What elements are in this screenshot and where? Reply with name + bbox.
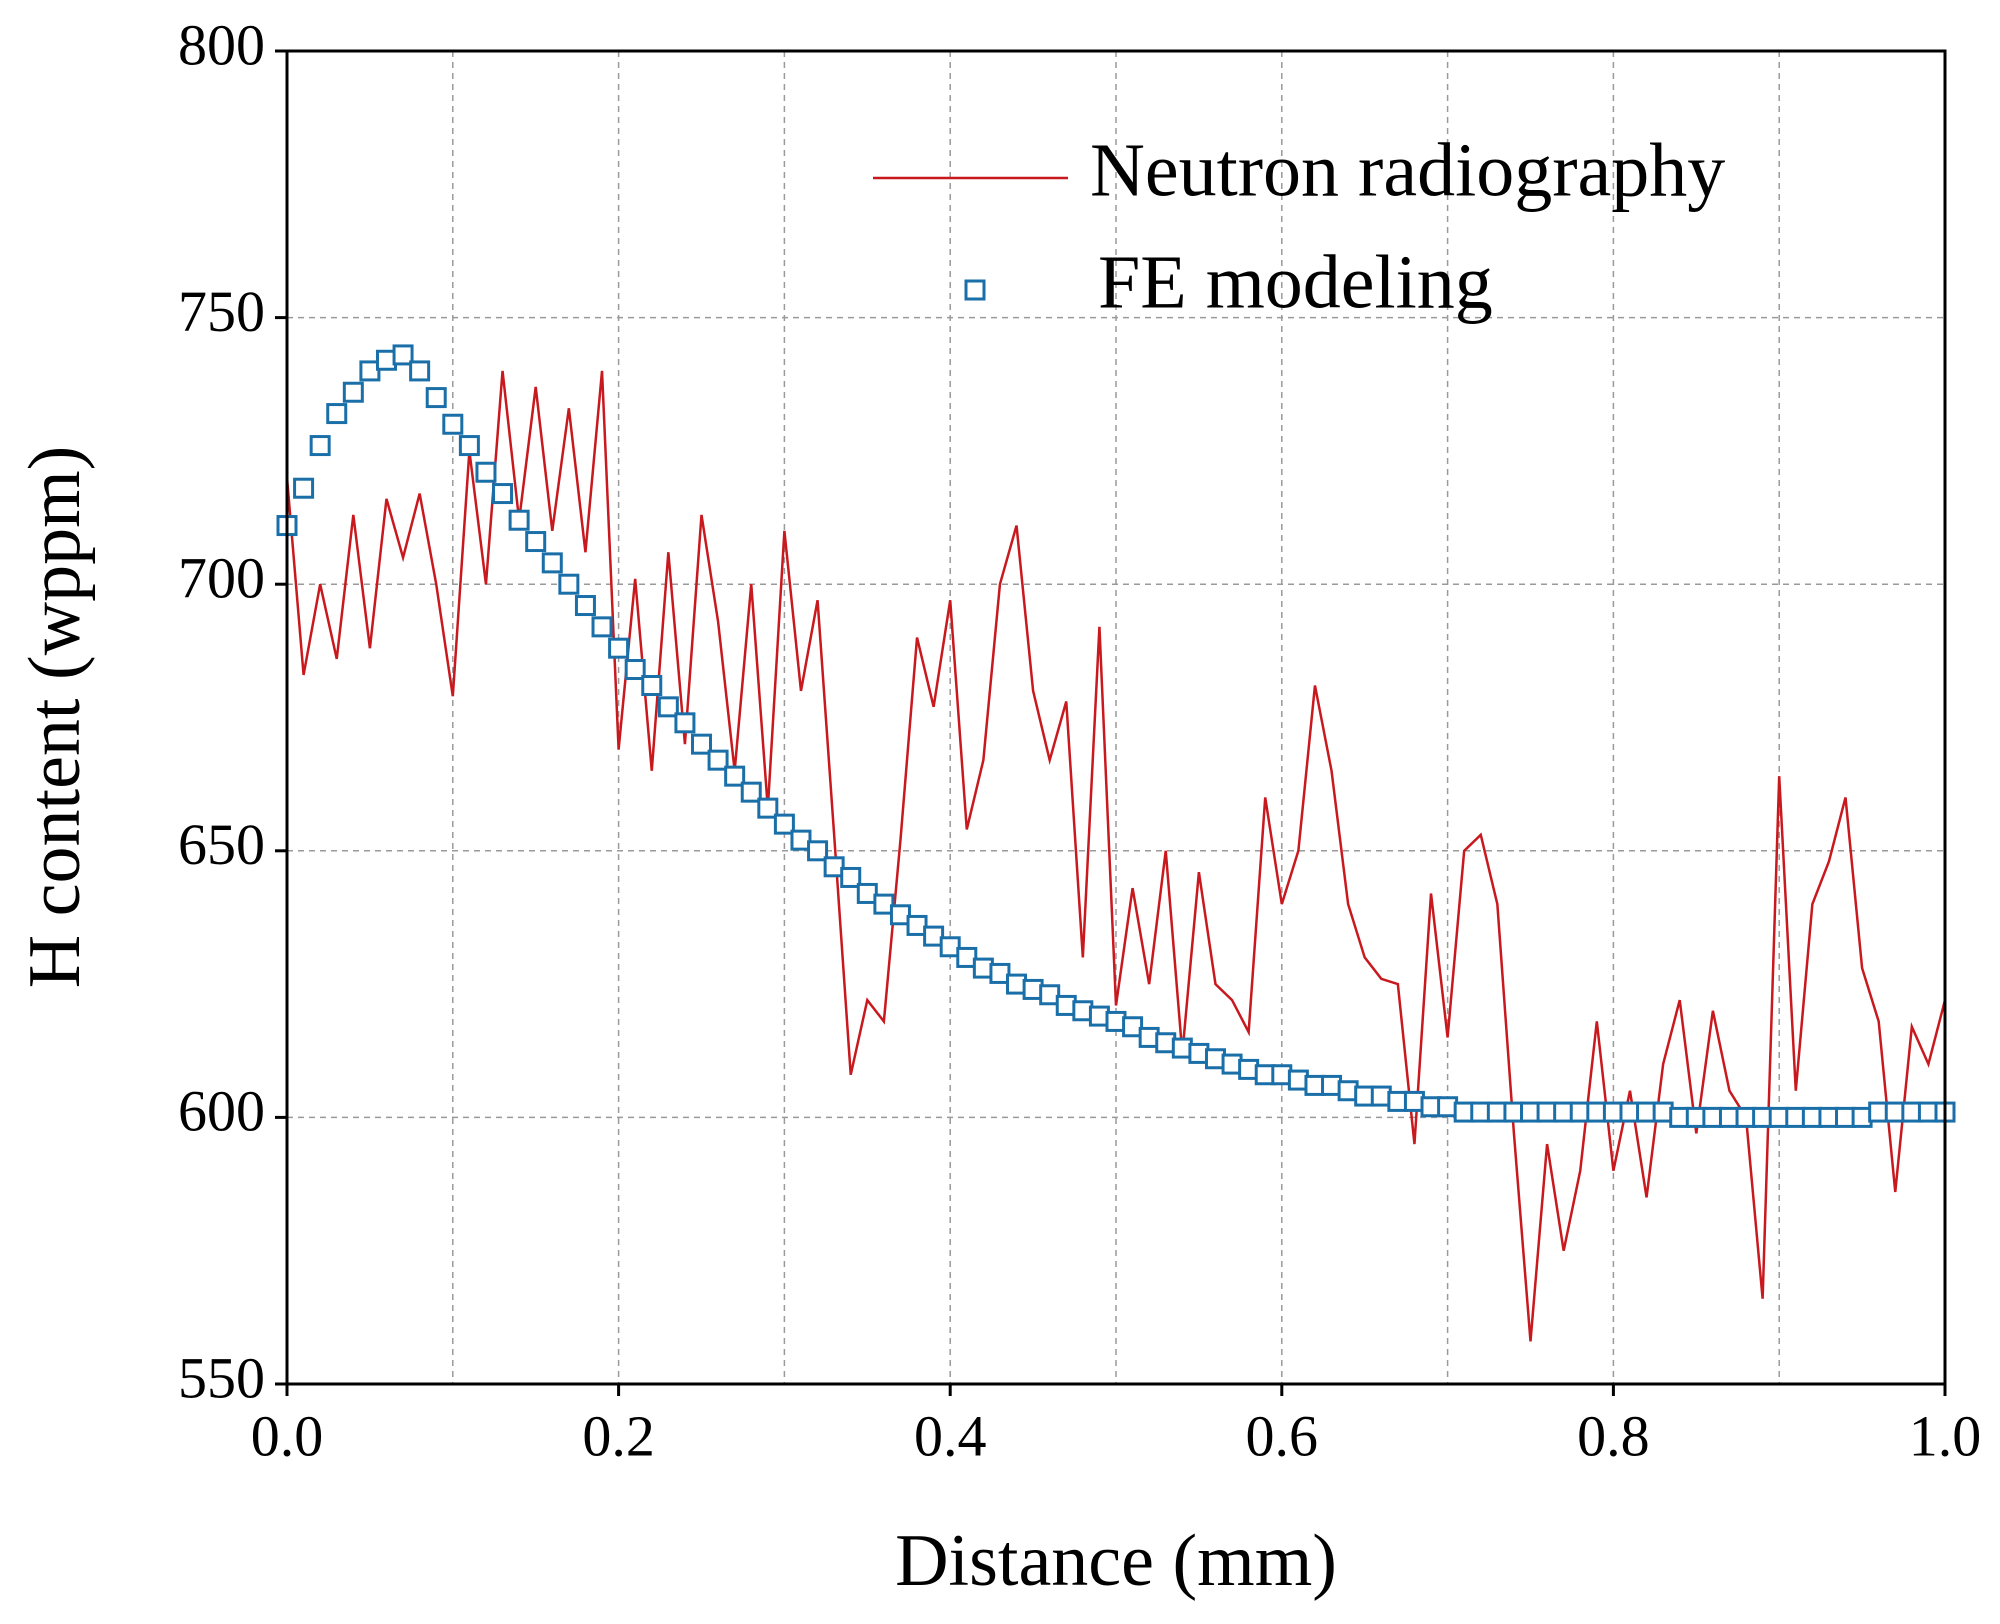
fe-marker [624,659,646,681]
fe-marker [574,595,596,617]
fe-marker [807,840,829,862]
fe-marker [525,531,547,553]
fe-marker [873,893,895,915]
fe-marker [691,733,712,755]
x-tick-label: 1.0 [1909,1403,1982,1468]
fe-marker [442,413,464,435]
fe-marker [889,904,911,926]
y-tick-label: 550 [178,1345,265,1410]
fe-marker [558,573,580,595]
x-tick-label: 0.6 [1246,1403,1319,1468]
x-tick-label: 0.8 [1577,1403,1650,1468]
fe-marker [392,344,414,366]
fe-marker [989,962,1011,984]
fe-marker [492,483,514,505]
fe-marker [608,637,630,659]
fe-marker [906,914,928,936]
fe-marker [508,509,530,531]
y-axis-title: H content (wppm) [14,446,96,989]
legend-label: Neutron radiography [1090,128,1725,212]
plot-frame [285,49,1947,1386]
y-tick-label: 600 [178,1079,265,1144]
fe-marker [475,461,497,483]
fe-marker [359,360,381,382]
fe-marker [674,712,696,734]
y-tick-label: 700 [178,546,265,611]
y-tick-label: 650 [178,812,265,877]
fe-marker [425,387,447,409]
fe-marker [757,797,779,819]
fe-marker [840,866,862,888]
fe-marker [293,477,315,499]
fe-marker [409,360,431,382]
x-tick-label: 0.2 [582,1403,655,1468]
fe-marker [657,696,679,718]
fe-marker [309,435,331,457]
y-tick-label: 800 [178,12,265,77]
fe-marker [823,856,845,878]
y-tick-label: 750 [178,279,265,344]
fe-marker [458,435,480,457]
fe-marker [707,749,729,771]
fe-marker [724,765,746,787]
legend-marker [964,279,986,301]
legend-label: FE modeling [1098,240,1493,324]
fe-marker [1122,1016,1144,1038]
data-line [285,370,1947,1342]
fe-marker [956,946,978,968]
x-axis-title: Distance (mm) [895,1520,1337,1602]
fe-marker [790,829,812,851]
fe-marker [923,925,945,947]
fe-marker [939,936,961,958]
x-tick-label: 0.0 [251,1403,324,1468]
fe-marker [541,552,563,574]
fe-marker [1039,984,1061,1006]
fe-marker [591,616,613,638]
fe-marker [773,813,795,835]
fe-marker [856,882,878,904]
fe-marker [326,403,348,425]
x-tick-label: 0.4 [914,1403,987,1468]
fe-marker [342,381,364,403]
fe-marker [641,675,663,697]
fe-marker [740,781,762,803]
